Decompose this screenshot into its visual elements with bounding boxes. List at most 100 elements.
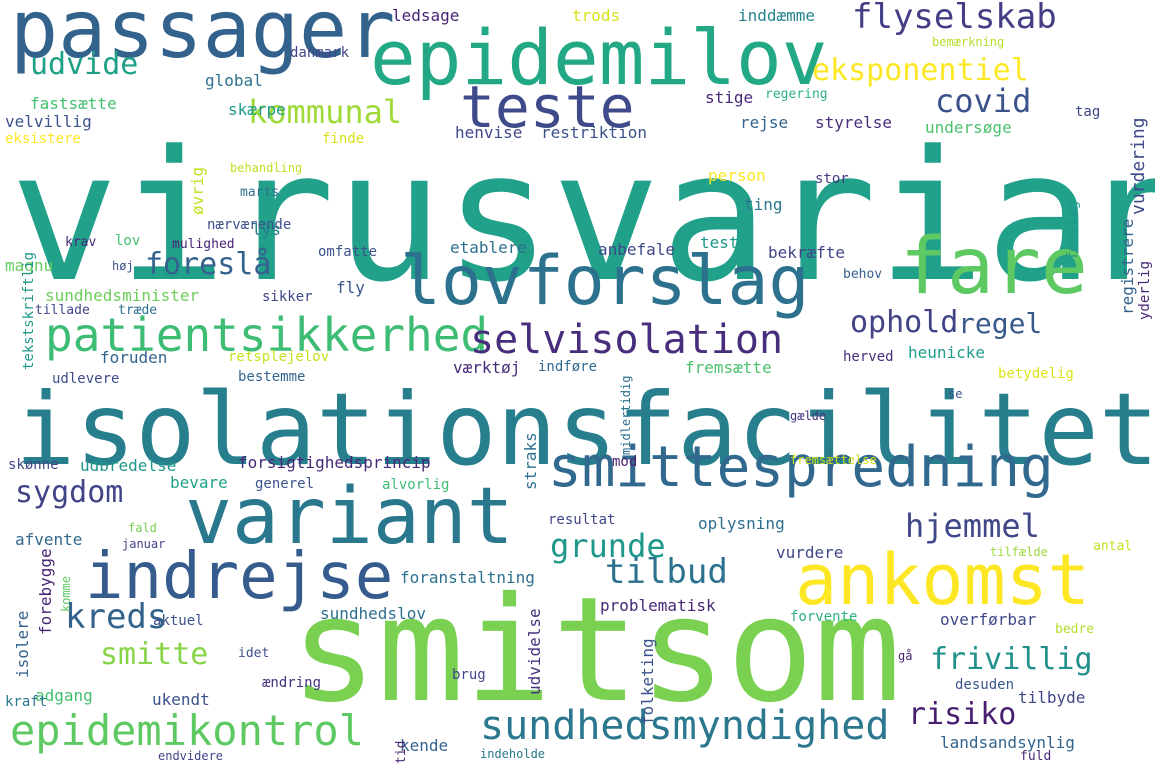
word-behandling: behandling xyxy=(230,161,303,175)
word-sikker: sikker xyxy=(262,289,313,305)
word-herved: herved xyxy=(843,349,894,365)
word-betydelig: betydelig xyxy=(998,366,1074,382)
word-regel: regel xyxy=(958,307,1043,340)
word-hoej: høj xyxy=(112,259,134,273)
word-anbefale: anbefale xyxy=(598,240,676,259)
word-selvisolation: selvisolation xyxy=(470,317,784,363)
word-tilbud: tilbud xyxy=(605,552,728,592)
word-tag: tag xyxy=(1075,104,1101,120)
word-epidemilov: epidemilov xyxy=(370,13,828,102)
word-afvente: afvente xyxy=(15,530,83,549)
word-eksponentiel: eksponentiel xyxy=(812,53,1029,88)
word-bemaerkning: bemærkning xyxy=(932,35,1005,49)
word-virusvariant: virusvariant xyxy=(10,113,1155,322)
word-fuld: fuld xyxy=(1020,749,1052,764)
word-midlertidig: midlertidig xyxy=(619,375,633,455)
word-mod: mod xyxy=(612,454,638,470)
word-forslag: forslag xyxy=(1065,200,1081,260)
word-bedre: bedre xyxy=(1055,622,1095,637)
word-bekraefte: bekræfte xyxy=(768,243,846,262)
word-foreslaa: foreslå xyxy=(145,247,272,282)
word-retsplejelov: retsplejelov xyxy=(228,349,330,365)
word-kreds: kreds xyxy=(65,597,168,637)
word-ukendt: ukendt xyxy=(152,690,210,709)
word-foranstaltning: foranstaltning xyxy=(400,568,535,587)
word-ophold: ophold xyxy=(850,305,959,340)
word-fald: fald xyxy=(128,521,157,535)
word-indeholde: indeholde xyxy=(480,747,546,761)
word-generel: generel xyxy=(255,476,315,492)
word-fremsaette: fremsætte xyxy=(685,358,772,377)
word-alvorlig: alvorlig xyxy=(382,477,450,493)
word-udbredelse: udbredelse xyxy=(80,456,177,475)
word-kommunal: kommunal xyxy=(248,93,403,131)
word-januar: januar xyxy=(122,537,166,551)
word-forsigtighedsprincip: forsigtighedsprincip xyxy=(238,453,431,472)
word-lovforslag: lovforslag xyxy=(400,242,810,321)
word-forebygge: forebygge xyxy=(36,548,55,635)
word-ankomst: ankomst xyxy=(795,539,1091,621)
word-desuden: desuden xyxy=(955,677,1015,693)
word-danmark: danmark xyxy=(290,45,350,61)
word-idet: idet xyxy=(238,646,270,661)
word-smittespredning: smittespredning xyxy=(548,435,1054,500)
word-oevrig: øvrig xyxy=(188,166,207,215)
word-antal: antal xyxy=(1093,539,1133,554)
word-resultat: resultat xyxy=(548,512,616,528)
word-tekstskriftlig: tekstskriftlig xyxy=(21,251,37,370)
word-fastsaette: fastsætte xyxy=(30,94,117,113)
word-kraft: kraft xyxy=(5,694,48,710)
word-krav: krav xyxy=(65,235,97,250)
word-undersoege: undersøge xyxy=(925,118,1012,137)
word-registrere: registrere xyxy=(1118,218,1137,315)
word-naervaerende: nærværende xyxy=(207,217,292,233)
word-regering: regering xyxy=(765,87,828,102)
word-risiko: risiko xyxy=(908,697,1017,732)
word-lov: lov xyxy=(115,233,141,249)
word-teste: teste xyxy=(460,73,635,141)
word-trods: trods xyxy=(572,6,621,25)
word-inddaemme: inddæmme xyxy=(738,6,816,25)
word-styrelse: styrelse xyxy=(815,113,893,132)
word-mulighed: mulighed xyxy=(172,237,235,252)
word-overfoerbar: overførbar xyxy=(940,610,1037,629)
word-global: global xyxy=(205,71,263,90)
word-finde: finde xyxy=(322,131,365,147)
word-isolere: isolere xyxy=(13,610,32,678)
word-tilfaelde: tilfælde xyxy=(990,545,1048,559)
word-test: test xyxy=(700,233,739,252)
word-tid: tid xyxy=(394,740,409,764)
word-aendring: ændring xyxy=(262,675,322,691)
word-velvillig: velvillig xyxy=(5,112,92,131)
word-covid: covid xyxy=(935,82,1032,120)
word-foruden: foruden xyxy=(100,348,168,367)
word-traede: træde xyxy=(118,303,158,318)
word-kende: kende xyxy=(400,736,449,755)
word-stige: stige xyxy=(705,88,754,107)
word-stor: stor xyxy=(815,171,849,187)
word-fremsaettelse: fremsættelse xyxy=(790,453,877,467)
word-fly: fly xyxy=(336,278,365,297)
word-heunicke: heunicke xyxy=(908,343,986,362)
word-marts: marts xyxy=(240,185,280,200)
word-isolationsfacilitet: isolationsfacilitet xyxy=(15,371,1155,488)
word-ledsage: ledsage xyxy=(392,6,460,25)
word-hjemmel: hjemmel xyxy=(905,507,1040,545)
word-behov: behov xyxy=(843,267,883,282)
word-indrejse: indrejse xyxy=(85,540,394,614)
word-passager: passager xyxy=(10,0,396,76)
word-frivillig: frivillig xyxy=(930,642,1093,677)
word-forvente: forvente xyxy=(790,609,858,625)
word-grunde: grunde xyxy=(550,527,666,565)
word-variant: variant xyxy=(185,472,514,562)
word-sundhedsminister: sundhedsminister xyxy=(45,286,200,305)
word-komme: komme xyxy=(59,575,73,612)
word-eksistere: eksistere xyxy=(5,131,81,147)
word-bestemme: bestemme xyxy=(238,369,306,385)
word-tillade: tillade xyxy=(35,303,90,318)
word-fare: fare xyxy=(900,222,1088,312)
word-straks: straks xyxy=(521,432,540,490)
word-vaerktoej: værktøj xyxy=(453,358,521,377)
word-problematisk: problematisk xyxy=(600,596,716,615)
